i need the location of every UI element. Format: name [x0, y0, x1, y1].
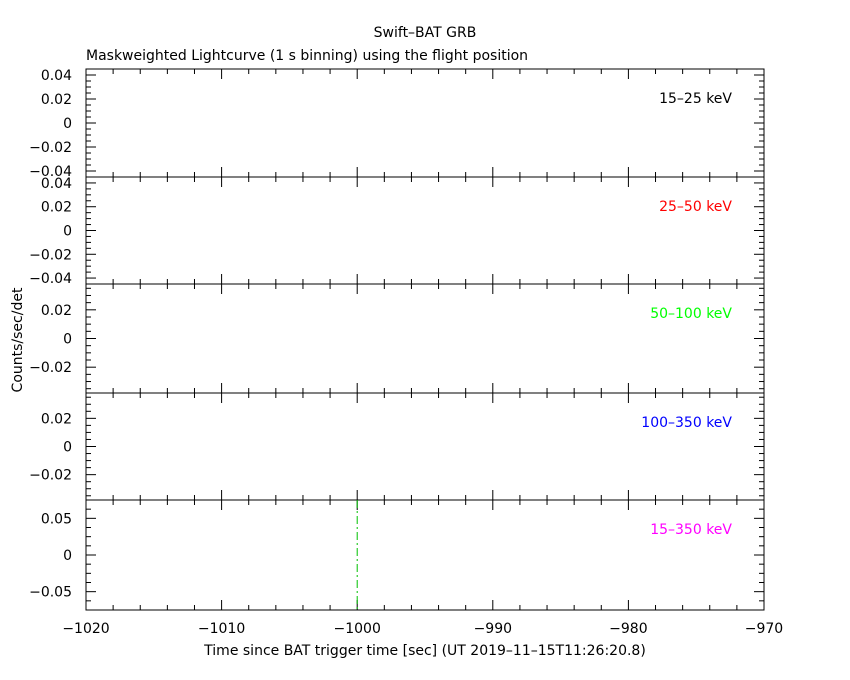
y-tick-label: −0.02	[29, 360, 72, 376]
x-tick-label: −990	[474, 621, 512, 637]
panel-frame-0	[85, 68, 765, 178]
y-tick-label: −0.04	[29, 164, 72, 180]
y-tick-label: 0.04	[41, 176, 72, 192]
x-tick-label: −980	[609, 621, 647, 637]
band-label: 25–50 keV	[659, 199, 732, 215]
y-tick-label: −0.05	[29, 585, 72, 601]
y-tick-label: 0.04	[41, 68, 72, 84]
panel-frame-2	[85, 283, 765, 394]
band-label: 15–350 keV	[650, 522, 732, 538]
y-tick-label: 0	[63, 116, 72, 132]
panels-group: −0.04 −0.02 0 0.02 0.04 15–25 keV −0.04 −0.02 0 0…	[29, 68, 783, 637]
y-tick-label: 0.05	[41, 511, 72, 527]
chart-subtitle: Maskweighted Lightcurve (1 s binning) us…	[86, 48, 528, 64]
y-tick-label: 0.02	[41, 411, 72, 427]
x-tick-label: −970	[745, 621, 783, 637]
y-tick-label: 0	[63, 332, 72, 348]
band-label: 50–100 keV	[650, 306, 732, 322]
y-tick-label: 0	[63, 224, 72, 240]
y-tick-label: −0.02	[29, 247, 72, 263]
y-tick-label: 0.02	[41, 303, 72, 319]
y-tick-label: −0.04	[29, 271, 72, 287]
panel-frame-3	[85, 392, 765, 501]
x-tick-label: −1000	[334, 621, 381, 637]
x-axis-label: Time since BAT trigger time [sec] (UT 20…	[203, 643, 646, 659]
y-tick-label: 0	[63, 548, 72, 564]
y-axis-label: Counts/sec/det	[10, 287, 26, 392]
y-tick-label: −0.02	[29, 140, 72, 156]
y-tick-label: −0.02	[29, 468, 72, 484]
x-tick-label: −1020	[62, 621, 109, 637]
band-label: 100–350 keV	[641, 415, 732, 431]
y-tick-label: 0.02	[41, 92, 72, 108]
chart-title: Swift–BAT GRB	[374, 25, 477, 41]
panel-frame-4	[85, 499, 765, 611]
panel-frame-1	[85, 176, 765, 285]
band-label: 15–25 keV	[659, 91, 732, 107]
y-tick-label: 0	[63, 440, 72, 456]
y-tick-label: 0.02	[41, 200, 72, 216]
x-tick-label: −1010	[198, 621, 245, 637]
